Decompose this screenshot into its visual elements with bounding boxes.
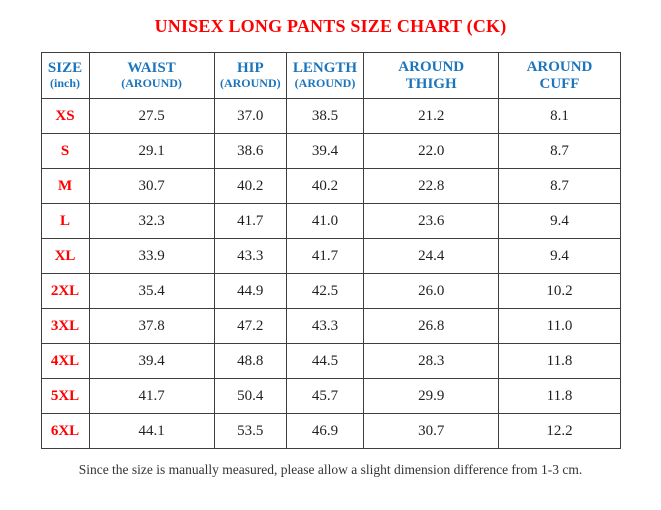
cuff-value: 10.2	[498, 273, 621, 309]
size-label: 5XL	[40, 378, 90, 414]
hip-value: 41.7	[213, 203, 287, 239]
thigh-value: 23.6	[362, 203, 500, 239]
size-label: 2XL	[40, 273, 90, 309]
thigh-value: 22.8	[362, 168, 500, 204]
cuff-value: 9.4	[498, 238, 621, 274]
thigh-value: 22.0	[362, 133, 500, 169]
thigh-value: 26.0	[362, 273, 500, 309]
waist-value: 44.1	[88, 413, 215, 449]
header-cuff-line2: CUFF	[539, 75, 580, 92]
waist-value: 35.4	[88, 273, 215, 309]
thigh-value: 29.9	[362, 378, 500, 414]
header-cell-waist: WAIST (AROUND)	[88, 52, 215, 99]
table-row-2xl: 2XL 35.4 44.9 42.5 26.0 10.2	[40, 273, 621, 309]
header-length-line1: LENGTH	[292, 60, 358, 77]
length-value: 46.9	[285, 413, 364, 449]
header-waist-line2: (AROUND)	[121, 76, 182, 91]
size-label: 6XL	[40, 413, 90, 449]
header-row: SIZE (inch) WAIST (AROUND) HIP (AROUND) …	[40, 52, 621, 99]
header-cell-length: LENGTH (AROUND)	[285, 52, 364, 99]
size-chart-table: SIZE (inch) WAIST (AROUND) HIP (AROUND) …	[40, 52, 621, 449]
header-cell-size: SIZE (inch)	[40, 52, 90, 99]
header-cell-around-thigh: AROUND THIGH	[362, 52, 500, 99]
length-value: 45.7	[285, 378, 364, 414]
header-cell-hip: HIP (AROUND)	[213, 52, 287, 99]
length-value: 39.4	[285, 133, 364, 169]
thigh-value: 21.2	[362, 98, 500, 134]
size-label: XL	[40, 238, 90, 274]
waist-value: 32.3	[88, 203, 215, 239]
hip-value: 40.2	[213, 168, 287, 204]
size-label: M	[40, 168, 90, 204]
length-value: 41.7	[285, 238, 364, 274]
length-value: 42.5	[285, 273, 364, 309]
table-row-m: M 30.7 40.2 40.2 22.8 8.7	[40, 168, 621, 204]
waist-value: 30.7	[88, 168, 215, 204]
header-hip-line1: HIP	[236, 60, 264, 77]
cuff-value: 11.0	[498, 308, 621, 344]
size-label: L	[40, 203, 90, 239]
hip-value: 38.6	[213, 133, 287, 169]
size-label: S	[40, 133, 90, 169]
header-thigh-line2: THIGH	[405, 75, 457, 92]
hip-value: 43.3	[213, 238, 287, 274]
header-size-line1: SIZE	[47, 60, 83, 77]
table-row-5xl: 5XL 41.7 50.4 45.7 29.9 11.8	[40, 378, 621, 414]
table-row-s: S 29.1 38.6 39.4 22.0 8.7	[40, 133, 621, 169]
measurement-note: Since the size is manually measured, ple…	[78, 462, 583, 477]
size-label: XS	[40, 98, 90, 134]
header-waist-line1: WAIST	[127, 60, 176, 77]
length-value: 44.5	[285, 343, 364, 379]
waist-value: 27.5	[88, 98, 215, 134]
hip-value: 37.0	[213, 98, 287, 134]
length-value: 41.0	[285, 203, 364, 239]
size-label: 4XL	[40, 343, 90, 379]
table-row-xs: XS 27.5 37.0 38.5 21.2 8.1	[40, 98, 621, 134]
length-value: 43.3	[285, 308, 364, 344]
hip-value: 44.9	[213, 273, 287, 309]
cuff-value: 12.2	[498, 413, 621, 449]
waist-value: 41.7	[88, 378, 215, 414]
size-label: 3XL	[40, 308, 90, 344]
thigh-value: 26.8	[362, 308, 500, 344]
table-row-l: L 32.3 41.7 41.0 23.6 9.4	[40, 203, 621, 239]
waist-value: 33.9	[88, 238, 215, 274]
cuff-value: 11.8	[498, 343, 621, 379]
cuff-value: 8.7	[498, 133, 621, 169]
cuff-value: 8.1	[498, 98, 621, 134]
hip-value: 53.5	[213, 413, 287, 449]
cuff-value: 8.7	[498, 168, 621, 204]
table-row-4xl: 4XL 39.4 48.8 44.5 28.3 11.8	[40, 343, 621, 379]
thigh-value: 30.7	[362, 413, 500, 449]
cuff-value: 11.8	[498, 378, 621, 414]
table-row-xl: XL 33.9 43.3 41.7 24.4 9.4	[40, 238, 621, 274]
cuff-value: 9.4	[498, 203, 621, 239]
waist-value: 37.8	[88, 308, 215, 344]
hip-value: 47.2	[213, 308, 287, 344]
thigh-value: 24.4	[362, 238, 500, 274]
waist-value: 39.4	[88, 343, 215, 379]
hip-value: 48.8	[213, 343, 287, 379]
table-row-6xl: 6XL 44.1 53.5 46.9 30.7 12.2	[40, 413, 621, 449]
table-row-3xl: 3XL 37.8 47.2 43.3 26.8 11.0	[40, 308, 621, 344]
page-title: UNISEX LONG PANTS SIZE CHART (CK)	[154, 16, 507, 36]
header-size-line2: (inch)	[50, 76, 81, 91]
length-value: 40.2	[285, 168, 364, 204]
header-cuff-line1: AROUND	[526, 58, 593, 75]
hip-value: 50.4	[213, 378, 287, 414]
waist-value: 29.1	[88, 133, 215, 169]
header-cell-around-cuff: AROUND CUFF	[498, 52, 621, 99]
header-hip-line2: (AROUND)	[219, 76, 281, 91]
thigh-value: 28.3	[362, 343, 500, 379]
header-thigh-line1: AROUND	[398, 58, 465, 75]
length-value: 38.5	[285, 98, 364, 134]
header-length-line2: (AROUND)	[294, 76, 356, 91]
